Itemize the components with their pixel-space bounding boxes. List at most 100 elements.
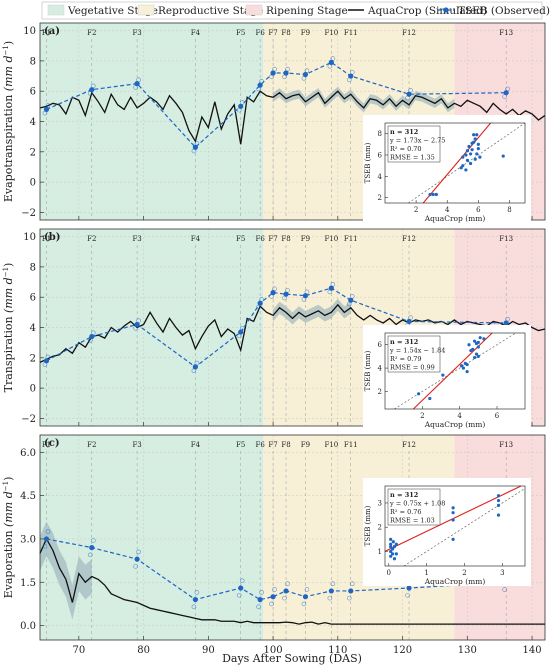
panel-tag: (a) (44, 26, 60, 37)
y-axis-label: Evapotranspiration (mm d−1) (2, 41, 15, 202)
inset-y-tick-label: 4 (378, 365, 383, 373)
inset-stat: y = 0.75x + 1.08 (389, 500, 445, 508)
inset-point (394, 552, 398, 556)
panel-a: F1 F2 F3 F4 F5 F6 F7 F8 F9 F10 F11 F12 F13 −2 0 2 4 6 8 10 (… (2, 22, 546, 223)
inset-point (389, 549, 393, 554)
inset-point (474, 341, 479, 346)
inset-point (392, 545, 397, 549)
flight-label: F10 (324, 235, 338, 243)
flight-label: F3 (132, 441, 141, 449)
y-tick-label: 10 (23, 26, 36, 37)
x-tick-label: 80 (137, 645, 150, 656)
inset-stat: RMSE = 1.03 (390, 517, 435, 525)
inset-y-label: TSEB (mm) (364, 350, 372, 391)
y-tick-label: 8 (30, 56, 36, 67)
inset-point (472, 133, 476, 137)
observed-point (270, 290, 276, 296)
observed-cluster (327, 595, 333, 601)
observed-cluster (87, 552, 93, 558)
flight-label: F10 (324, 29, 338, 37)
panel-c: F1 F2 F3 F4 F5 F6 F7 F8 F9 F10 F11 F12 F13 0.0 1.5 3.0 4… (2, 434, 546, 656)
observed-point (283, 291, 289, 297)
inset-point (478, 336, 482, 340)
legend: Vegetative Stage Reproductive Stage Ripeni… (41, 1, 550, 20)
observed-cluster (405, 592, 410, 598)
x-tick-label: 70 (72, 645, 85, 656)
y-tick-label: 3.0 (20, 534, 36, 545)
inset-stat: n = 312 (390, 128, 418, 136)
inset-point (476, 142, 480, 146)
inset-point (389, 537, 393, 541)
inset-point (451, 511, 455, 515)
flight-label: F8 (281, 441, 290, 449)
inset-stat: y = 1.54x − 1.84 (389, 347, 445, 355)
legend-label: AquaCrop (Simulated) (367, 5, 487, 17)
observed-point (328, 588, 334, 594)
inset-y-tick-label: 6 (378, 341, 383, 349)
flight-label: F1 (42, 441, 51, 449)
inset-x-label: AquaCrop (mm) (424, 420, 486, 429)
legend-label: Ripening Stage (266, 5, 348, 17)
flight-label: F1 (42, 29, 51, 37)
flight-label: F10 (324, 441, 338, 449)
y-tick-label: 6 (30, 87, 36, 98)
observed-point (406, 318, 412, 325)
observed-cluster (285, 581, 290, 586)
inset-point (467, 343, 471, 347)
inset-y-tick-label: 8 (378, 130, 382, 138)
observed-point (406, 585, 412, 591)
inset-y-tick-label: 2 (378, 194, 382, 202)
observed-point (192, 144, 198, 150)
one-to-one-line (408, 122, 526, 204)
inset-point (478, 155, 482, 159)
inset-point (417, 392, 421, 396)
simulated-line (39, 90, 546, 145)
observed-cluster (45, 529, 51, 535)
legend-marker (443, 7, 449, 13)
flight-label: F11 (344, 441, 358, 449)
inset-point (465, 158, 470, 162)
y-axis-label: Transpiration (mm d−1) (2, 263, 15, 393)
flight-label: F4 (191, 441, 201, 449)
inset-y-tick-label: 2 (378, 388, 382, 396)
observed-cluster (136, 549, 141, 555)
x-tick-label: 140 (523, 645, 542, 656)
observed-point (134, 321, 140, 328)
flight-label: F11 (344, 29, 358, 37)
chart-panels: F1 F2 F3 F4 F5 F6 F7 F8 F9 F10 F11 F12 F13−20246810(… (2, 22, 546, 656)
observed-cluster (42, 543, 48, 549)
flight-label: F7 (268, 441, 277, 449)
flight-label: F3 (132, 235, 141, 243)
flight-label: F5 (236, 235, 245, 243)
inset-stats-box (387, 335, 441, 373)
inset-point (469, 348, 473, 353)
observed-point (192, 364, 198, 370)
flight-label: F8 (281, 29, 290, 37)
inset-point (473, 137, 477, 141)
observed-point (302, 293, 309, 299)
inset-x-tick-label: 3 (500, 569, 504, 577)
flight-label: F13 (499, 29, 513, 37)
inset-point (470, 148, 474, 152)
inset-point (461, 155, 465, 159)
y-tick-label: 4.5 (20, 491, 36, 502)
observed-point (238, 329, 244, 335)
inset-x-tick-label: 6 (495, 412, 500, 420)
observed-point (348, 73, 354, 79)
flight-label: F5 (236, 441, 245, 449)
inset-frame (384, 122, 526, 204)
stage-band (40, 435, 264, 640)
observed-point (270, 70, 276, 76)
inset-x-tick-label: 2 (414, 206, 418, 214)
observed-point (348, 588, 354, 594)
observed-point (89, 87, 95, 93)
flight-label: F8 (281, 235, 290, 243)
observed-point (238, 585, 244, 591)
y-tick-label: −2 (21, 208, 36, 219)
flight-label: F11 (344, 235, 358, 243)
observed-point (328, 59, 334, 65)
y-tick-label: 1.5 (20, 578, 36, 589)
inset-point (468, 161, 473, 166)
inset-point (476, 147, 480, 151)
